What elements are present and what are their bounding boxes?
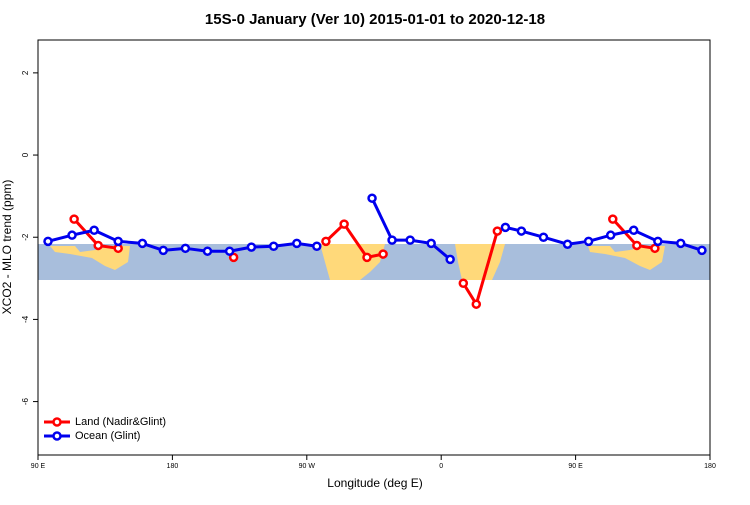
- legend-label: Ocean (Glint): [75, 430, 140, 442]
- data-point: [632, 240, 642, 251]
- data-point: [471, 299, 482, 309]
- legend-marker: [52, 417, 62, 427]
- data-point: [224, 246, 235, 256]
- data-point: [562, 239, 573, 249]
- series-line: [505, 225, 703, 252]
- map-background: [38, 244, 710, 280]
- data-point: [445, 254, 455, 265]
- data-point: [93, 240, 103, 251]
- data-point: [180, 243, 191, 254]
- data-point: [69, 214, 79, 224]
- data-point: [268, 241, 279, 252]
- chart-title: 15S-0 January (Ver 10) 2015-01-01 to 202…: [205, 11, 545, 28]
- data-point: [292, 238, 302, 249]
- data-point: [312, 241, 322, 252]
- data-point: [492, 226, 503, 236]
- data-point: [339, 219, 349, 229]
- x-tick-label: 90 E: [568, 463, 583, 470]
- x-axis-label: Longitude (deg E): [327, 476, 422, 490]
- data-point: [158, 245, 169, 256]
- y-tick-label: 2: [21, 70, 30, 75]
- data-point: [43, 236, 53, 247]
- series-line: [324, 221, 384, 260]
- data-point: [387, 235, 397, 245]
- data-point: [405, 235, 415, 245]
- data-point: [362, 252, 372, 263]
- y-tick-label: -6: [21, 397, 30, 405]
- y-axis-label: XCO2 - MLO trend (ppm): [0, 180, 14, 315]
- data-point: [367, 193, 377, 203]
- data-point: [628, 225, 639, 235]
- x-tick-label: 0: [439, 463, 443, 470]
- data-point: [458, 278, 469, 288]
- y-tick-label: -2: [21, 233, 30, 241]
- legend-label: Land (Nadir&Glint): [75, 416, 166, 428]
- data-point: [500, 222, 511, 233]
- data-point: [608, 214, 618, 224]
- data-point: [516, 226, 527, 236]
- data-point: [605, 230, 616, 240]
- data-point: [538, 232, 549, 242]
- y-tick-label: 0: [21, 152, 30, 157]
- x-tick-label: 90 E: [31, 463, 46, 470]
- data-point: [137, 238, 148, 249]
- y-tick-label: -4: [21, 315, 30, 323]
- data-point: [113, 236, 123, 247]
- x-tick-label: 90 W: [299, 463, 316, 470]
- x-tick-label: 180: [167, 463, 179, 470]
- data-point: [67, 230, 77, 240]
- data-point: [89, 225, 99, 235]
- data-point: [202, 246, 213, 256]
- plot-frame: [37, 39, 711, 456]
- data-point: [697, 245, 707, 256]
- data-point: [583, 236, 594, 247]
- data-point: [675, 238, 686, 249]
- data-point: [228, 252, 239, 263]
- data-point: [246, 242, 257, 252]
- data-point: [653, 236, 663, 247]
- data-point: [426, 238, 436, 249]
- data-point: [378, 249, 388, 259]
- data-point: [321, 236, 331, 247]
- x-tick-label: 180: [704, 463, 716, 470]
- legend-marker: [52, 431, 62, 441]
